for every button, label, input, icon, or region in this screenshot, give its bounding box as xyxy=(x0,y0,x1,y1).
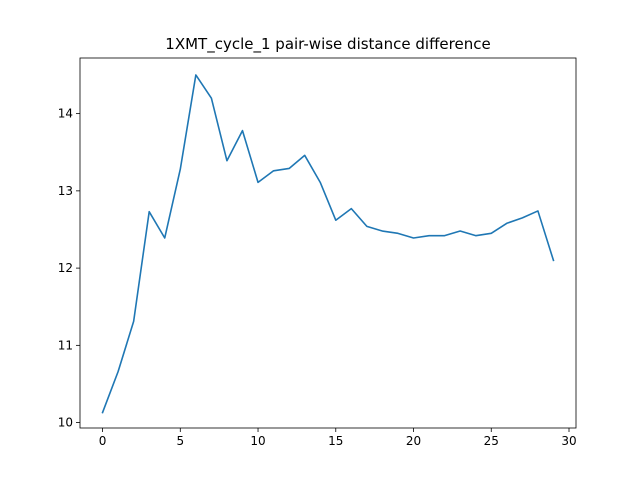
y-tick-label: 14 xyxy=(58,107,73,121)
x-tick-label: 30 xyxy=(561,434,576,448)
y-tick-label: 12 xyxy=(58,261,73,275)
x-tick-label: 0 xyxy=(99,434,107,448)
y-tick-label: 13 xyxy=(58,184,73,198)
plot-frame xyxy=(79,57,577,429)
chart-title: 1XMT_cycle_1 pair-wise distance differen… xyxy=(165,35,490,54)
x-tick-label: 15 xyxy=(328,434,343,448)
x-axis: 0 5 10 15 20 25 30 xyxy=(99,428,577,448)
x-tick-label: 10 xyxy=(250,434,265,448)
x-tick-label: 20 xyxy=(406,434,421,448)
y-tick-label: 10 xyxy=(58,416,73,430)
y-axis: 10 11 12 13 14 xyxy=(58,107,80,430)
series-group xyxy=(101,74,555,414)
x-tick-label: 5 xyxy=(176,434,184,448)
y-tick-label: 11 xyxy=(58,338,73,352)
series-line xyxy=(101,74,555,414)
x-tick-label: 25 xyxy=(484,434,499,448)
